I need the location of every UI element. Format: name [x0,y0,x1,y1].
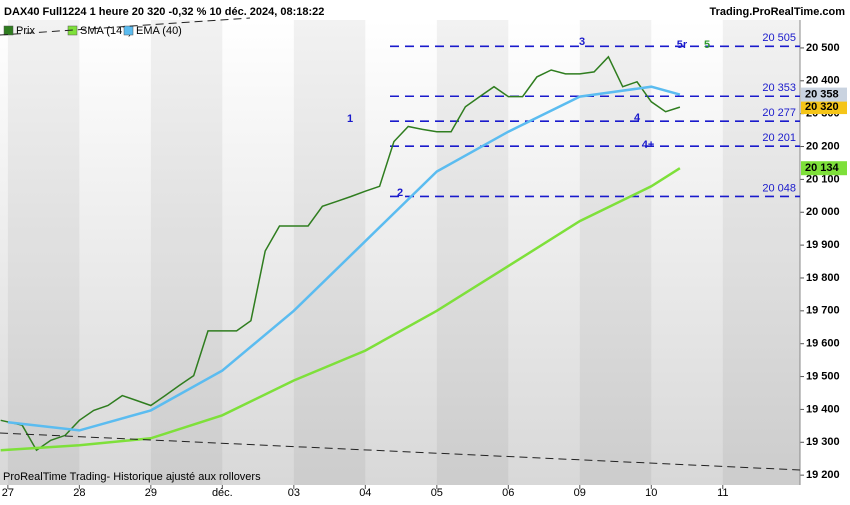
level-label: 20 505 [762,32,796,44]
footer: ProRealTime Trading- Historique ajusté a… [3,471,261,483]
x-tick-label: 05 [431,487,443,499]
x-tick-label: 28 [73,487,85,499]
legend-label: SMA (147) [80,25,132,37]
trendline [0,17,251,36]
series-line [7,85,681,432]
y-tick-label: 20 000 [806,206,840,218]
annotation: 4+ [642,139,655,151]
series-line [0,167,681,452]
y-tick-label: 20 500 [806,42,840,54]
annotation: 2 [397,187,403,199]
y-tick-label: 19 200 [806,469,840,481]
y-tick-label: 19 300 [806,436,840,448]
annotation: 1 [347,113,353,125]
plot-area [0,20,800,485]
day-band [722,20,800,485]
day-band [150,20,223,485]
day-band [579,20,652,485]
legend-swatch [3,25,14,36]
x-tick-label: déc. [212,487,233,499]
x-tick-label: 10 [645,487,657,499]
series-line [0,55,681,452]
day-band [436,20,509,485]
price-tag-label: 20 134 [805,162,840,174]
price-tag-label: 20 358 [805,89,839,101]
annotation: 5r [677,39,688,51]
annotation: 3 [579,36,585,48]
y-tick-label: 19 400 [806,403,840,415]
price-tag-label: 20 320 [805,101,839,113]
legend-label: EMA (40) [136,25,182,37]
level-label: 20 277 [762,107,796,119]
y-tick-label: 20 400 [806,75,840,87]
y-tick-label: 19 900 [806,239,840,251]
price-tag [801,87,847,102]
price-tag [801,100,847,115]
x-tick-label: 27 [2,487,14,499]
legend-swatch [123,25,134,36]
legend-label: Prix [16,25,35,37]
y-tick-label: 19 600 [806,338,840,350]
x-tick-label: 06 [502,487,514,499]
x-tick-label: 04 [359,487,371,499]
level-label: 20 353 [762,82,796,94]
trendline [0,432,801,471]
y-tick-label: 19 800 [806,272,840,284]
y-tick-label: 20 100 [806,173,840,185]
x-tick-label: 11 [717,487,728,499]
level-label: 20 048 [762,182,796,194]
level-label: 20 201 [762,132,796,144]
y-tick-label: 20 200 [806,140,840,152]
price-tag [801,161,847,176]
day-band [7,20,80,485]
x-tick-label: 29 [145,487,157,499]
annotation: 4 [634,112,641,124]
y-tick-label: 19 700 [806,305,840,317]
annotation: 5 [704,39,710,51]
y-tick-label: 19 500 [806,370,840,382]
title: DAX40 Full1224 1 heure 20 320 -0,32 % 10… [4,6,324,18]
x-tick-label: 09 [574,487,586,499]
brand: Trading.ProRealTime.com [709,6,845,18]
x-tick-label: 03 [288,487,300,499]
